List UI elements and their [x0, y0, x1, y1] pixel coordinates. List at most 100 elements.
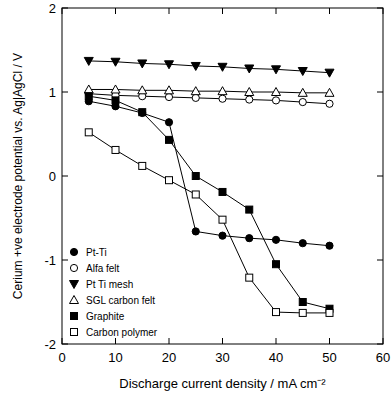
x-tick: [222, 8, 223, 14]
data-point: [299, 240, 306, 247]
x-tick-label: 50: [322, 350, 336, 365]
data-point: [138, 86, 147, 94]
legend-marker: [70, 264, 77, 271]
data-point: [191, 62, 200, 70]
data-point: [166, 177, 173, 184]
data-point: [191, 87, 200, 95]
data-point: [165, 86, 174, 94]
y-tick: [62, 176, 68, 177]
data-point: [299, 98, 306, 105]
data-point: [111, 85, 120, 93]
data-point: [84, 57, 93, 65]
legend: Pt-Ti Alfa felt Pt Ti mesh SGL carbon felt G…: [70, 247, 158, 338]
legend-marker: [71, 329, 78, 336]
legend-marker: [70, 296, 79, 304]
data-point: [326, 309, 333, 316]
legend-label: Carbon polymer: [86, 327, 158, 338]
plot-frame: [62, 8, 383, 344]
data-point: [85, 129, 92, 136]
y-tick: [62, 344, 68, 345]
data-point: [246, 274, 253, 281]
x-tick-label: 20: [162, 350, 176, 365]
data-point: [165, 61, 174, 69]
series-line: [89, 89, 330, 92]
x-tick: [329, 8, 330, 14]
data-point: [219, 95, 226, 102]
chart: 0 10 20 30 40 50 60 -2 -1 0 1 2 Discharge current de…: [0, 0, 392, 398]
x-tick: [276, 8, 277, 14]
y-tick: [377, 92, 383, 93]
data-point: [299, 299, 306, 306]
x-tick: [222, 338, 223, 344]
data-point: [112, 97, 119, 104]
data-point: [139, 109, 146, 116]
data-point: [245, 88, 254, 96]
data-point: [192, 228, 199, 235]
x-tick-label: 60: [376, 350, 390, 365]
data-point: [85, 93, 92, 100]
data-point: [272, 236, 279, 243]
y-tick-label: 0: [49, 169, 56, 184]
data-point: [84, 85, 93, 93]
data-point: [192, 173, 199, 180]
data-point: [192, 94, 199, 101]
x-tick-label: 0: [58, 350, 65, 365]
x-tick: [276, 338, 277, 344]
x-tick: [169, 338, 170, 344]
data-point: [138, 60, 147, 68]
data-point: [139, 162, 146, 169]
x-tick-label: 40: [269, 350, 283, 365]
x-tick: [383, 338, 384, 344]
data-point: [298, 88, 307, 96]
legend-label: Graphite: [86, 311, 125, 322]
data-point: [219, 188, 226, 195]
data-point: [139, 109, 146, 116]
x-tick: [329, 338, 330, 344]
legend-label: Pt Ti mesh: [86, 279, 133, 290]
series-line: [89, 94, 330, 104]
data-point: [165, 119, 172, 126]
data-point: [111, 58, 120, 66]
legend-label: Pt-Ti: [86, 247, 107, 258]
x-tick: [62, 8, 63, 14]
y-tick-label: 1: [49, 85, 56, 100]
y-tick-label: 2: [49, 1, 56, 16]
x-tick: [62, 338, 63, 344]
x-tick: [115, 338, 116, 344]
y-tick-label: -1: [44, 253, 56, 268]
y-tick: [62, 260, 68, 261]
data-point: [326, 100, 333, 107]
x-tick: [115, 8, 116, 14]
x-tick-label: 10: [108, 350, 122, 365]
legend-marker: [71, 313, 78, 320]
data-point: [325, 69, 334, 77]
data-point: [273, 261, 280, 268]
x-axis-label: Discharge current density / mA cm⁻²: [119, 376, 326, 391]
data-point: [246, 96, 253, 103]
data-point: [246, 235, 253, 242]
y-tick: [62, 8, 68, 9]
legend-label: Alfa felt: [86, 263, 120, 274]
data-point: [112, 146, 119, 153]
data-point: [299, 309, 306, 316]
data-point: [166, 136, 173, 143]
data-point: [218, 87, 227, 95]
data-point: [325, 88, 334, 96]
data-point: [219, 216, 226, 223]
data-point: [272, 97, 279, 104]
data-point: [219, 232, 226, 239]
data-point: [218, 63, 227, 71]
data-point: [246, 206, 253, 213]
data-point: [298, 68, 307, 76]
y-tick-label: -2: [44, 337, 56, 352]
x-tick-label: 30: [215, 350, 229, 365]
series-line: [89, 96, 330, 309]
data-point: [245, 65, 254, 73]
data-point: [272, 66, 281, 74]
legend-marker: [70, 281, 79, 289]
legend-marker: [70, 248, 77, 255]
legend-label: SGL carbon felt: [86, 295, 155, 306]
data-point: [326, 242, 333, 249]
y-tick: [377, 176, 383, 177]
data-point: [272, 88, 281, 96]
